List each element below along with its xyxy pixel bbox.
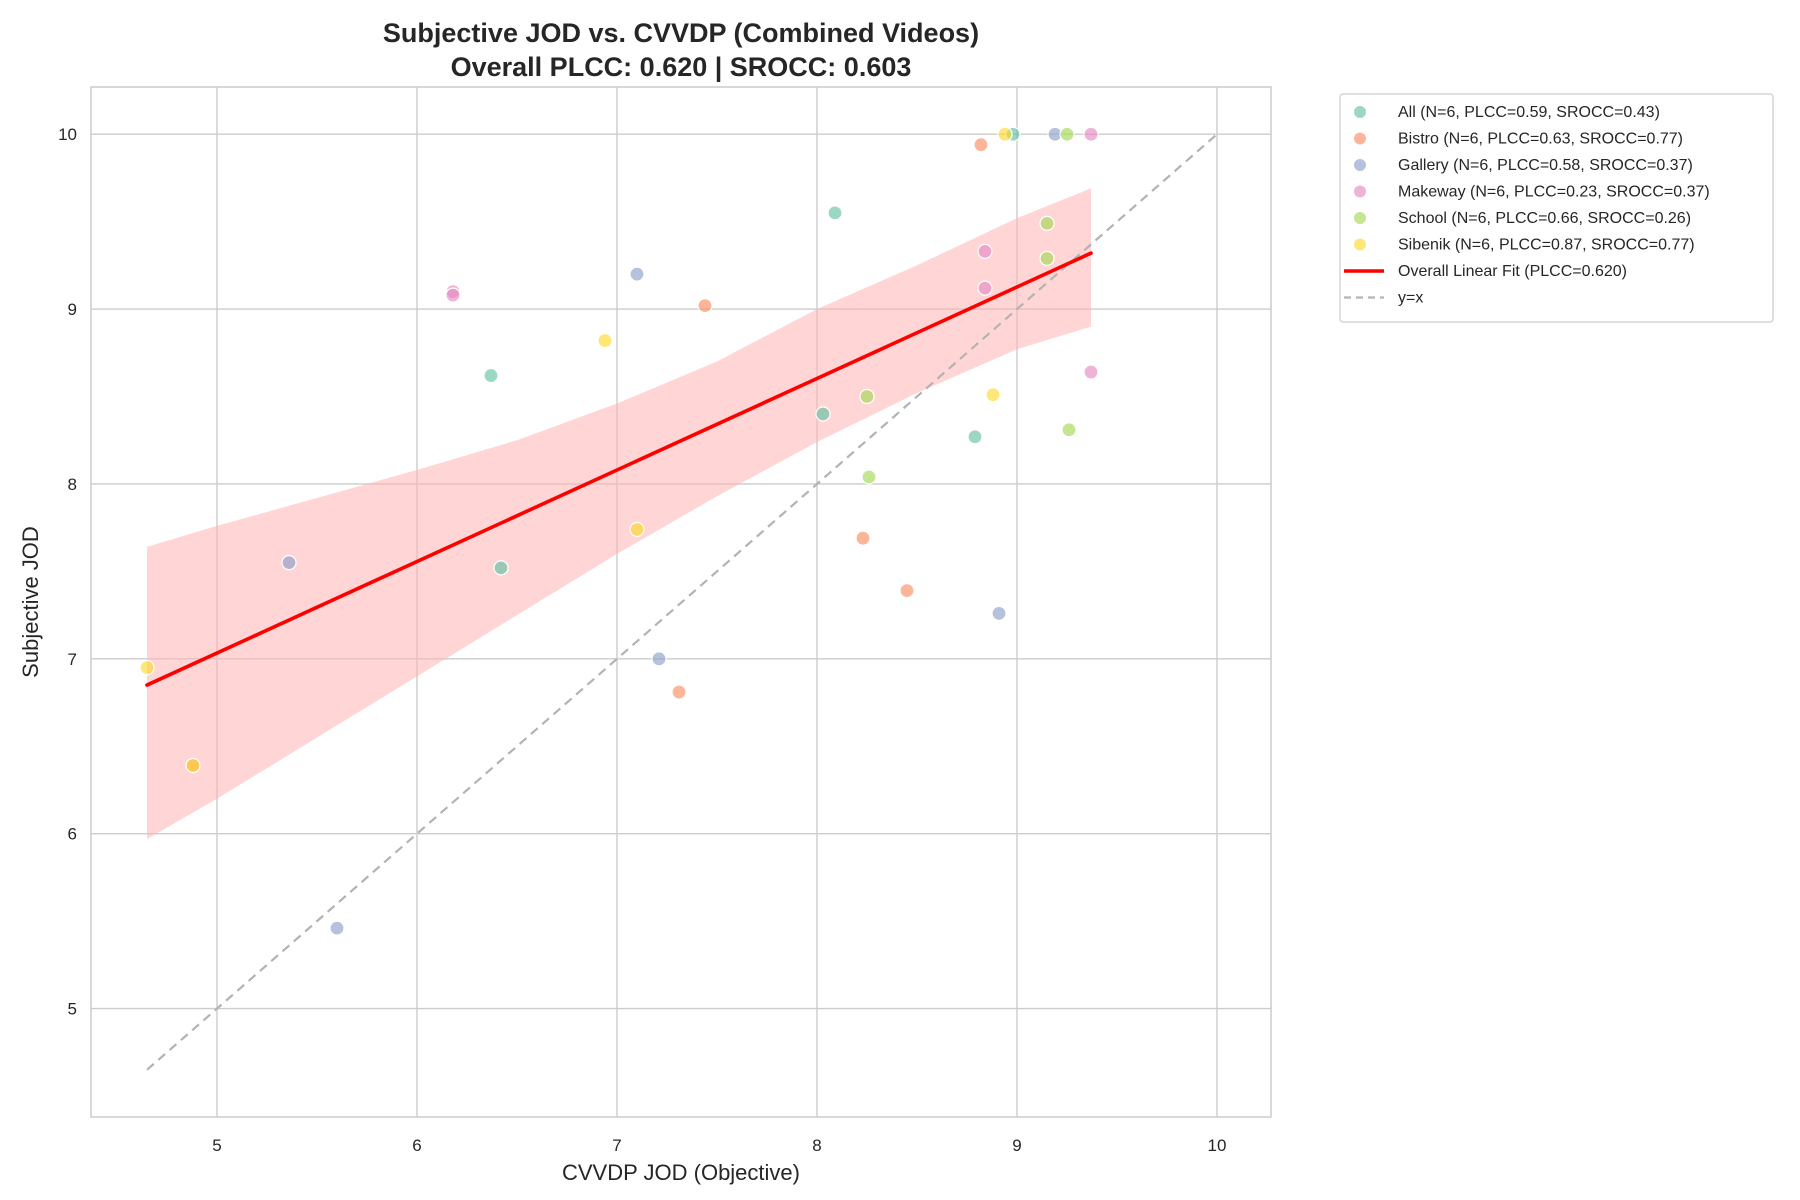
data-point-makeway [977, 243, 993, 259]
data-point-bistro [697, 297, 713, 314]
data-point-school [1061, 422, 1077, 438]
y-tick-labels: 5 6 7 8 9 10 [58, 125, 77, 1018]
y-tick-label: 10 [58, 125, 77, 144]
reference-line-layer [146, 133, 1218, 1071]
data-point-bistro [973, 137, 989, 153]
legend-label-sibenik: Sibenik (N=6, PLCC=0.87, SROCC=0.77) [1398, 237, 1695, 254]
data-point-makeway [977, 280, 993, 296]
data-point-gallery [991, 605, 1007, 621]
data-point-sibenik [997, 126, 1013, 142]
legend-label-fit: Overall Linear Fit (PLCC=0.620) [1398, 263, 1627, 280]
x-tick-label: 10 [1208, 1136, 1227, 1155]
legend-marker-all [1353, 105, 1367, 119]
legend-marker-school [1353, 211, 1367, 225]
data-point-all [483, 367, 499, 384]
legend-label-bistro: Bistro (N=6, PLCC=0.63, SROCC=0.77) [1398, 131, 1683, 148]
legend-marker-sibenik [1353, 237, 1367, 252]
y-tick-label: 7 [68, 650, 77, 669]
y-tick-label: 9 [68, 300, 77, 319]
data-point-gallery [281, 555, 297, 571]
data-point-sibenik [139, 659, 155, 676]
legend-items: All (N=6, PLCC=0.59, SROCC=0.43) Bistro (… [1344, 104, 1710, 307]
data-point-sibenik [597, 332, 613, 349]
data-point-bistro [899, 583, 915, 599]
x-tick-label: 9 [1012, 1136, 1021, 1155]
y-axis-label: Subjective JOD [18, 526, 43, 678]
legend: All (N=6, PLCC=0.59, SROCC=0.43) Bistro (… [1339, 93, 1774, 323]
overall-linear-fit-line [145, 251, 1093, 687]
x-tick-label: 6 [412, 1136, 421, 1155]
data-point-all [827, 205, 843, 221]
x-axis-label: CVVDP JOD (Objective) [562, 1160, 800, 1185]
x-tick-labels: 5 6 7 8 9 10 [212, 1136, 1226, 1155]
data-point-makeway [1083, 126, 1099, 142]
data-point-bistro [855, 530, 871, 546]
chart-subtitle: Overall PLCC: 0.620 | SROCC: 0.603 [451, 52, 912, 82]
data-point-gallery [629, 266, 645, 282]
legend-label-makeway: Makeway (N=6, PLCC=0.23, SROCC=0.37) [1398, 184, 1710, 201]
chart-title: Subjective JOD vs. CVVDP (Combined Video… [383, 18, 979, 48]
data-point-makeway [445, 287, 461, 303]
legend-marker-gallery [1353, 158, 1367, 172]
legend-label-all: All (N=6, PLCC=0.59, SROCC=0.43) [1398, 104, 1660, 121]
data-point-sibenik [629, 521, 645, 538]
data-point-sibenik [985, 387, 1001, 403]
data-point-gallery [651, 651, 667, 667]
fit-line-layer [145, 251, 1093, 687]
data-point-school [1039, 250, 1055, 266]
legend-marker-bistro [1353, 131, 1367, 146]
legend-label-reference: y=x [1398, 290, 1423, 307]
y-tick-label: 8 [68, 475, 77, 494]
x-tick-label: 5 [212, 1136, 221, 1155]
data-point-all [815, 406, 831, 422]
legend-label-school: School (N=6, PLCC=0.66, SROCC=0.26) [1398, 210, 1691, 227]
legend-label-gallery: Gallery (N=6, PLCC=0.58, SROCC=0.37) [1398, 157, 1693, 174]
data-point-bistro [671, 684, 687, 700]
data-point-all [967, 429, 983, 445]
confidence-band [147, 188, 1091, 839]
legend-marker-makeway [1353, 184, 1367, 199]
x-tick-label: 8 [812, 1136, 821, 1155]
y-tick-label: 5 [68, 1000, 77, 1019]
data-point-sibenik [185, 757, 201, 774]
y-tick-label: 6 [68, 825, 77, 844]
data-point-all [493, 560, 509, 576]
plot-frame [90, 86, 1272, 1118]
x-tick-label: 7 [612, 1136, 621, 1155]
legend-frame [1339, 93, 1774, 323]
data-point-school [861, 469, 877, 485]
data-points [139, 126, 1099, 936]
data-point-school [1039, 215, 1055, 232]
reference-line-y-equals-x [146, 133, 1218, 1071]
data-point-gallery [329, 920, 345, 936]
confidence-band-layer [147, 188, 1091, 839]
data-point-school [1059, 126, 1075, 142]
data-point-makeway [1083, 364, 1099, 380]
data-point-school [859, 388, 875, 405]
